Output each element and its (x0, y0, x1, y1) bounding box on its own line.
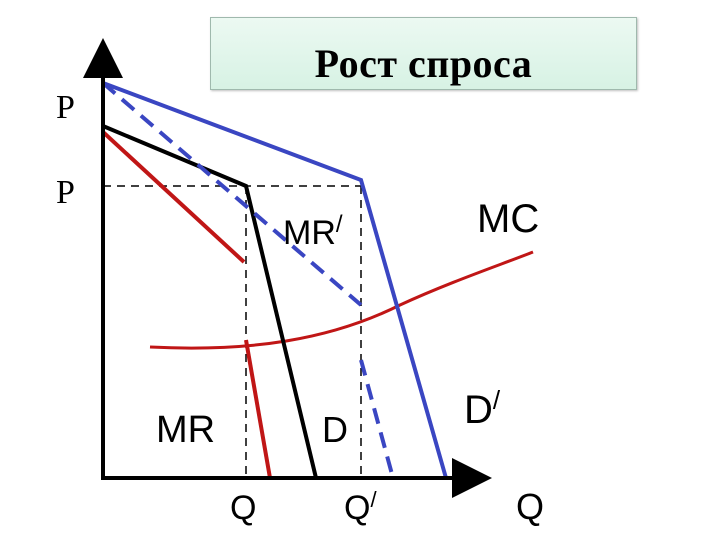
mr-prime-upper-segment (101, 81, 363, 307)
demand-d-prime-line (102, 81, 448, 479)
mc-label: MC (477, 197, 539, 241)
mr-lower-segment (244, 339, 272, 479)
mr-prime-label: MR/ (283, 211, 343, 252)
mr-prime-lower-segment (359, 359, 395, 479)
q-axis-label: Q (516, 486, 544, 527)
mc-curve (149, 250, 534, 350)
price-label-upper: P (56, 89, 75, 126)
mr-label: MR (156, 409, 215, 451)
d-label: D (322, 409, 348, 450)
price-label-lower: P (56, 174, 75, 211)
demand-d-line (102, 124, 318, 479)
d-prime-label: D/ (464, 385, 501, 432)
diagram-title: Рост спроса (314, 41, 533, 86)
q-prime-label: Q/ (344, 487, 377, 527)
q-label: Q (230, 489, 256, 527)
mr-upper-segment (101, 130, 246, 264)
title-box: Рост спроса (210, 17, 637, 90)
